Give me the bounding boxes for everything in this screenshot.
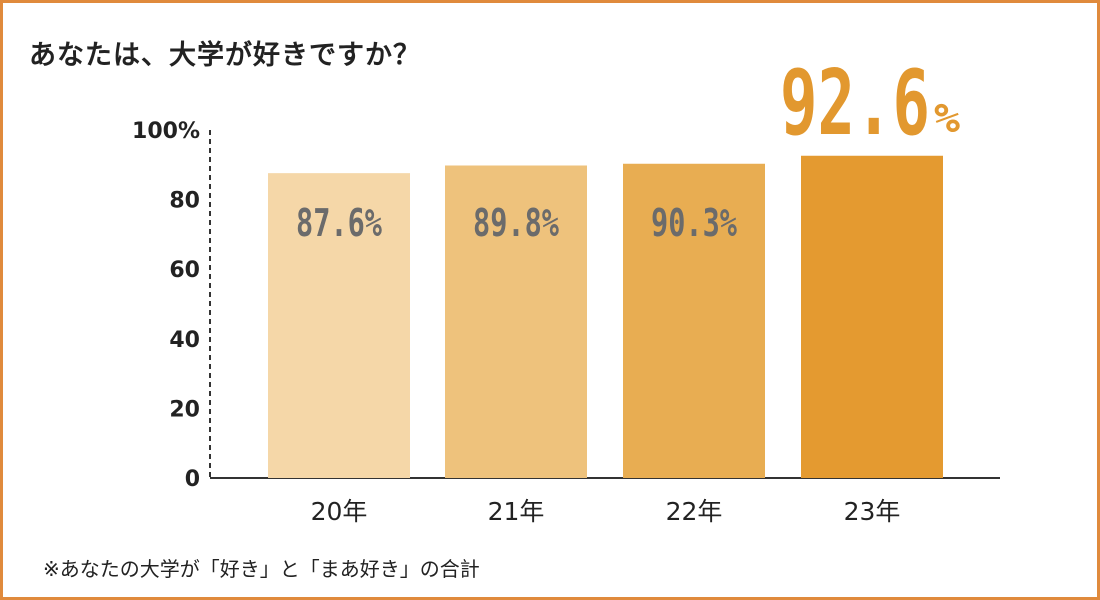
x-tick-label: 22年 <box>666 497 723 526</box>
bar <box>801 155 943 478</box>
y-tick-label: 80 <box>169 189 200 214</box>
bar <box>623 163 765 479</box>
x-tick-label: 23年 <box>844 497 901 526</box>
y-tick-label: 100% <box>132 119 200 144</box>
highlight-unit: % <box>934 96 960 142</box>
bar <box>445 165 587 478</box>
chart-title: あなたは、大学が好きですか？ <box>29 40 421 71</box>
data-label: 90.3% <box>651 201 737 245</box>
y-tick-label: 20 <box>169 397 200 422</box>
x-tick-label: 20年 <box>311 497 368 526</box>
data-label: 89.8% <box>473 201 559 245</box>
data-label: 87.6% <box>296 201 382 245</box>
highlight-value: 92.6 <box>780 51 930 156</box>
y-tick-label: 0 <box>185 467 200 492</box>
bar <box>268 173 410 479</box>
y-tick-label: 60 <box>169 258 200 283</box>
y-tick-label: 40 <box>169 328 200 353</box>
x-tick-label: 21年 <box>488 497 545 526</box>
chart-footnote: ※あなたの大学が「好き」と「まあ好き」の合計 <box>43 557 480 581</box>
